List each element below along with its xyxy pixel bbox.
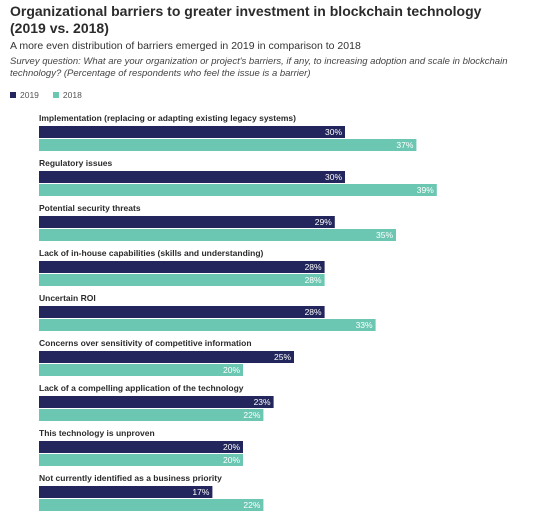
chart-title: Organizational barriers to greater inves… [10, 3, 482, 36]
bar-value-label: 37% [396, 140, 413, 150]
bar-2018 [39, 499, 264, 511]
legend-item-2019: 2019 [10, 90, 39, 100]
bar-2018 [39, 184, 437, 196]
bar-value-label: 23% [254, 397, 271, 407]
bar-value-label: 28% [305, 307, 322, 317]
bar-value-label: 30% [325, 172, 342, 182]
bar-2019 [39, 396, 274, 408]
bar-value-label: 39% [417, 185, 434, 195]
bar-value-label: 33% [356, 320, 373, 330]
category-label: Concerns over sensitivity of competitive… [39, 338, 252, 348]
category-label: Implementation (replacing or adapting ex… [39, 113, 296, 123]
category-label: Lack of in-house capabilities (skills an… [39, 248, 264, 258]
bar-value-label: 22% [243, 500, 260, 510]
bar-2018 [39, 454, 243, 466]
legend-label-2018: 2018 [62, 90, 82, 100]
bar-value-label: 25% [274, 352, 291, 362]
legend-swatch-2018 [52, 92, 59, 98]
category-label: Uncertain ROI [39, 293, 96, 303]
bar-value-label: 17% [192, 487, 209, 497]
category-label: Potential security threats [39, 203, 141, 213]
legend-label-2019: 2019 [20, 90, 39, 100]
legend-swatch-2019 [10, 92, 16, 98]
bar-2019 [39, 351, 294, 363]
bar-2019 [39, 441, 243, 453]
legend-item-2018: 2018 [52, 90, 82, 100]
category-label: Regulatory issues [39, 158, 112, 168]
bar-2019 [39, 171, 345, 183]
category-label: Lack of a compelling application of the … [39, 383, 244, 393]
bar-value-label: 22% [243, 410, 260, 420]
survey-question: Survey question: What are your organizat… [10, 56, 508, 79]
bar-value-label: 35% [376, 230, 393, 240]
bar-2018 [39, 409, 264, 421]
bar-2018 [39, 229, 396, 241]
bar-value-label: 20% [223, 455, 240, 465]
bar-2019 [39, 126, 345, 138]
bar-2018 [39, 139, 417, 151]
chart-subtitle: A more even distribution of barriers eme… [10, 40, 361, 52]
bar-2018 [39, 364, 243, 376]
bar-value-label: 28% [305, 275, 322, 285]
bar-2018 [39, 274, 325, 286]
bar-value-label: 30% [325, 127, 342, 137]
category-label: This technology is unproven [39, 428, 155, 438]
bar-2018 [39, 319, 376, 331]
bar-2019 [39, 486, 213, 498]
bar-value-label: 29% [315, 217, 332, 227]
bar-2019 [39, 306, 325, 318]
bar-value-label: 28% [305, 262, 322, 272]
bar-value-label: 20% [223, 442, 240, 452]
category-label: Not currently identified as a business p… [39, 473, 222, 483]
legend: 2019 2018 [10, 89, 96, 101]
bar-2019 [39, 261, 325, 273]
bar-value-label: 20% [223, 365, 240, 375]
bar-2019 [39, 216, 335, 228]
